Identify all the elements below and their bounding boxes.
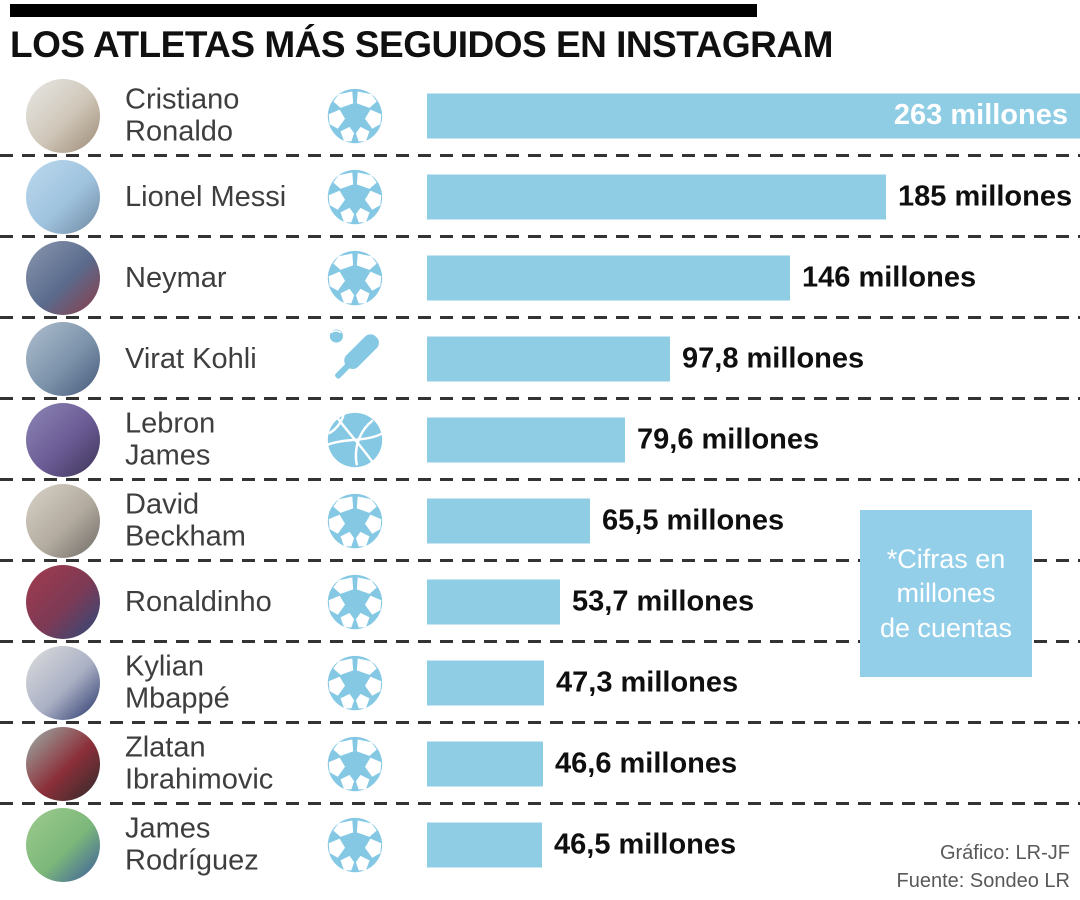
soccer-ball-icon: [312, 80, 397, 152]
note-box: *Cifras en millones de cuentas: [860, 510, 1032, 677]
follower-bar: [427, 579, 560, 624]
cricket-bat-icon: [312, 323, 397, 395]
follower-count: 146 millones: [802, 261, 977, 293]
avatar: [26, 483, 100, 558]
credit-text: Gráfico: LR-JF: [939, 842, 1070, 864]
follower-bar: 263 millones: [427, 93, 1080, 138]
footer: Gráfico: LR-JF Fuente: Sondeo LR: [897, 839, 1070, 895]
source-text: Fuente: Sondeo LR: [896, 870, 1070, 892]
avatar: [26, 726, 100, 801]
avatar: [26, 78, 100, 153]
follower-count: 46,6 millones: [555, 747, 738, 779]
follower-bar: [427, 417, 625, 462]
athlete-row: Ronaldinho 53,7 millones: [0, 561, 1080, 643]
avatar: [26, 645, 100, 720]
follower-bar: [427, 255, 790, 300]
soccer-ball-icon: [312, 566, 397, 638]
note-text: *Cifras en millones de cuentas: [879, 543, 1013, 643]
athlete-row: Cristiano Ronaldo 263 millones: [0, 75, 1080, 157]
follower-bar: [427, 336, 670, 381]
follower-count: 263 millones: [893, 99, 1068, 131]
follower-bar: [427, 660, 544, 705]
athlete-name: Ronaldinho: [125, 585, 272, 618]
follower-count: 65,5 millones: [602, 504, 785, 536]
soccer-ball-icon: [312, 161, 397, 233]
athlete-row: Lionel Messi 185 millones: [0, 156, 1080, 238]
athlete-row: Virat Kohli 97,8 millones: [0, 318, 1080, 400]
athlete-row: Kylian Mbappé 47,3 millones: [0, 642, 1080, 724]
avatar: [26, 240, 100, 315]
follower-count: 185 millones: [898, 180, 1073, 212]
soccer-ball-icon: [312, 485, 397, 557]
avatar: [26, 159, 100, 234]
athlete-name: Virat Kohli: [125, 342, 257, 375]
follower-bar: [427, 498, 590, 543]
athlete-rows: Cristiano Ronaldo 263 millones Lionel Me…: [0, 75, 1080, 885]
follower-count: 79,6 millones: [637, 423, 820, 455]
athlete-name: Neymar: [125, 261, 227, 294]
basketball-icon: [312, 404, 397, 476]
page-title: LOS ATLETAS MÁS SEGUIDOS EN INSTAGRAM: [10, 24, 833, 65]
soccer-ball-icon: [312, 647, 397, 719]
header-rule: [10, 4, 757, 17]
avatar: [26, 402, 100, 477]
follower-bar: [427, 174, 886, 219]
soccer-ball-icon: [312, 728, 397, 800]
athlete-name: James Rodríguez: [125, 812, 259, 877]
athlete-row: James Rodríguez 46,5 millones: [0, 804, 1080, 885]
follower-count: 97,8 millones: [682, 342, 865, 374]
athlete-name: Cristiano Ronaldo: [125, 83, 240, 148]
athlete-row: David Beckham 65,5 millones: [0, 480, 1080, 562]
athlete-name: Zlatan Ibrahimovic: [125, 731, 274, 796]
follower-bar: [427, 741, 543, 786]
avatar: [26, 807, 100, 882]
follower-count: 46,5 millones: [554, 828, 737, 860]
athlete-name: Lebron James: [125, 407, 216, 472]
soccer-ball-icon: [312, 809, 397, 881]
athlete-row: Lebron James 79,6 millones: [0, 399, 1080, 481]
athlete-row: Zlatan Ibrahimovic 46,6 millones: [0, 723, 1080, 805]
soccer-ball-icon: [312, 242, 397, 314]
athlete-name: Kylian Mbappé: [125, 650, 230, 715]
follower-count: 53,7 millones: [572, 585, 755, 617]
avatar: [26, 564, 100, 639]
avatar: [26, 321, 100, 396]
athlete-row: Neymar 146 millones: [0, 237, 1080, 319]
athlete-name: David Beckham: [125, 488, 246, 553]
follower-bar: [427, 822, 542, 867]
follower-count: 47,3 millones: [556, 666, 739, 698]
athlete-name: Lionel Messi: [125, 180, 287, 213]
